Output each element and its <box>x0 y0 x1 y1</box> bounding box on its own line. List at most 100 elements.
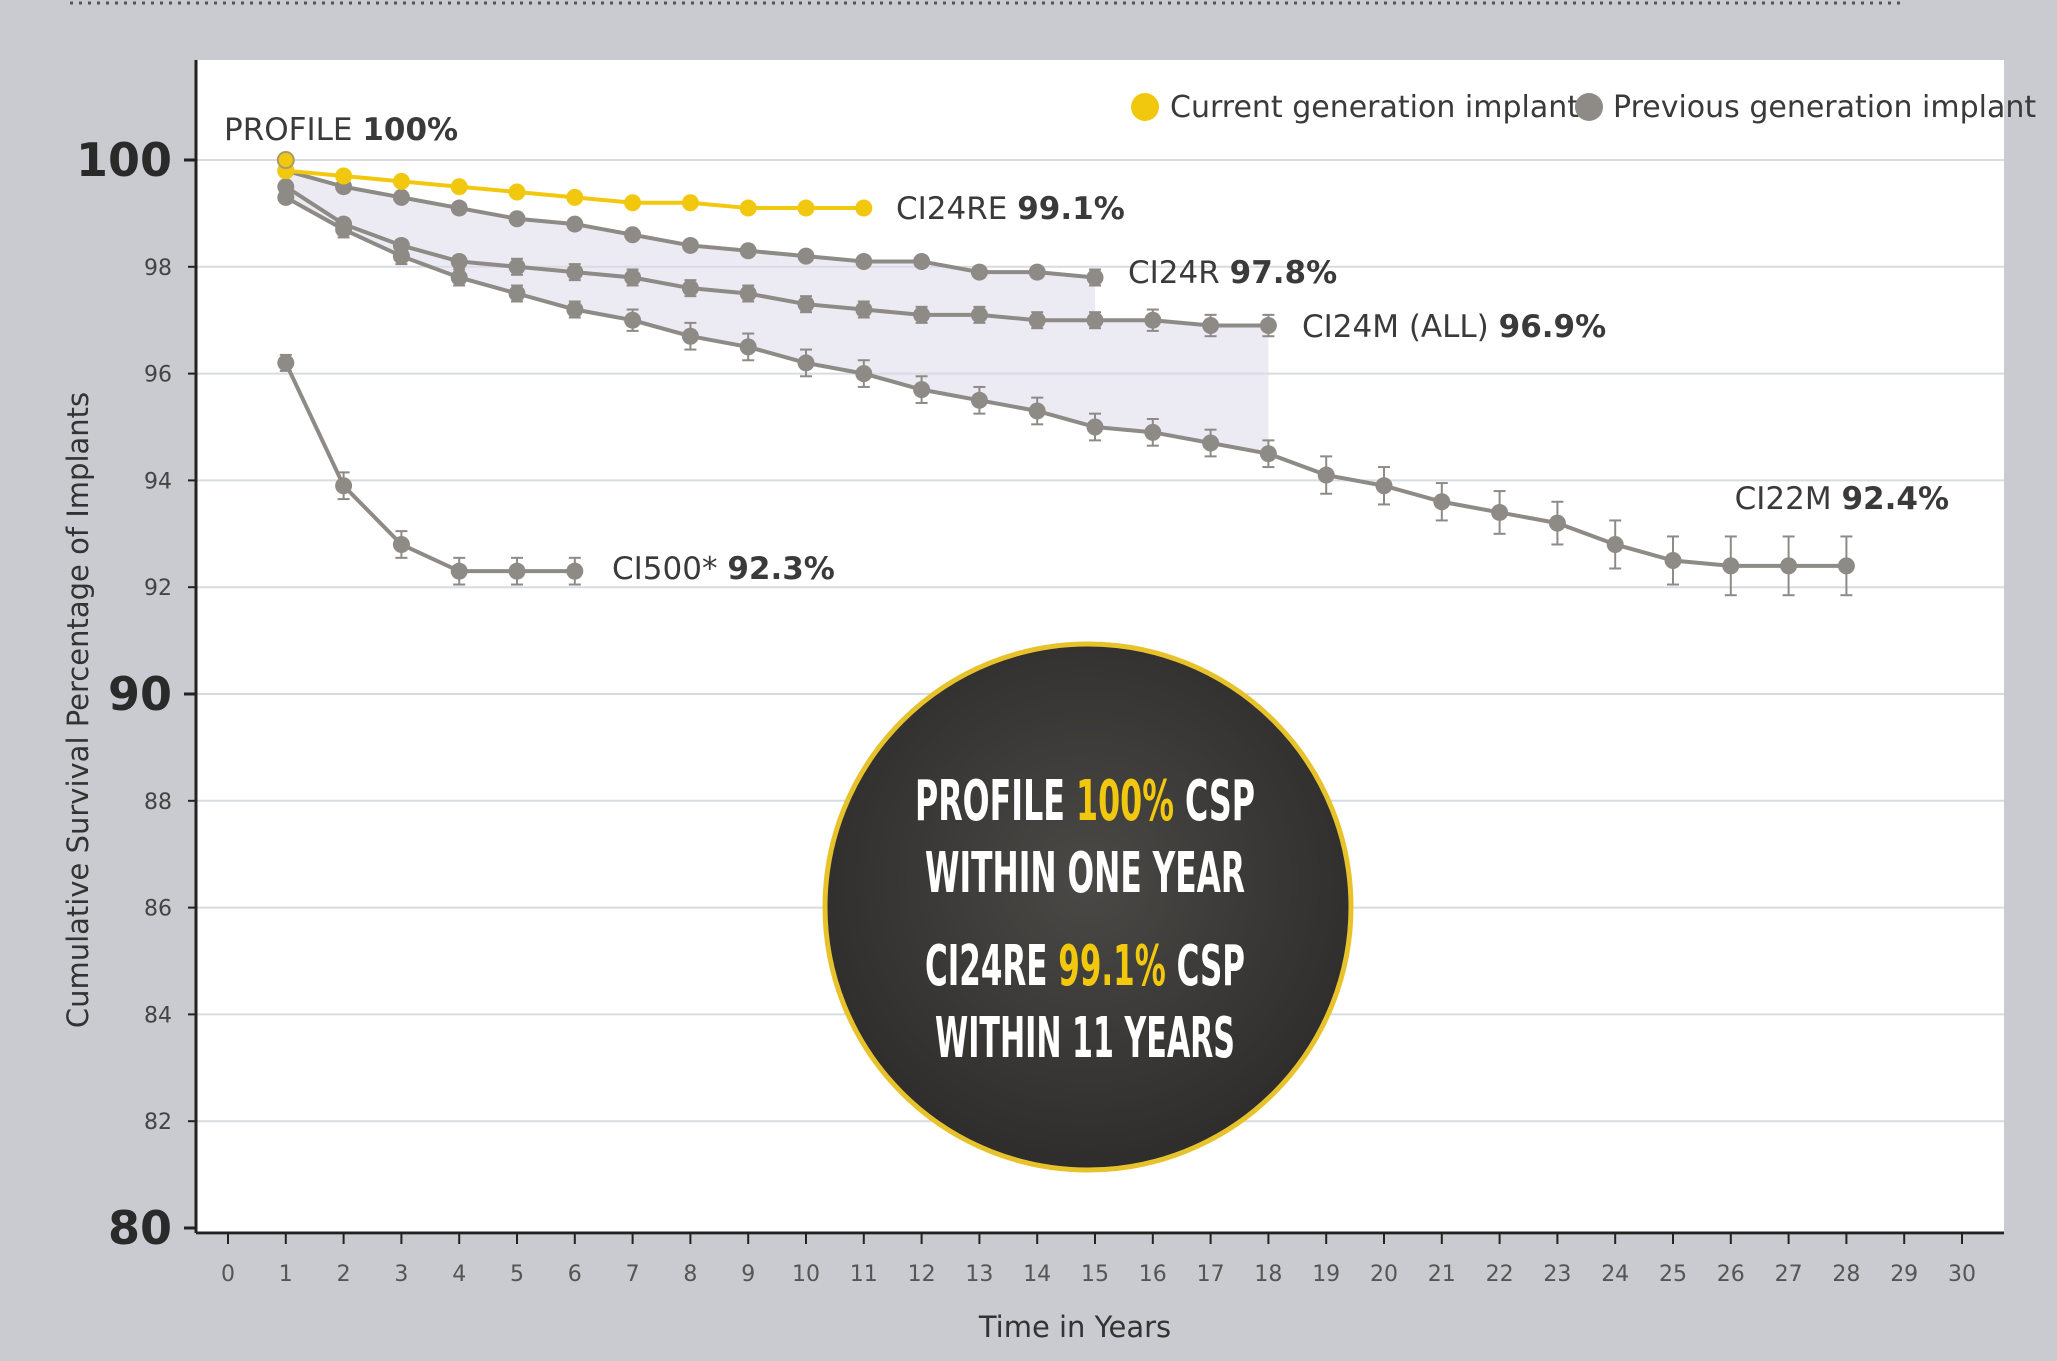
point-ci24re-9 <box>739 199 757 217</box>
x-tick-label-26: 26 <box>1717 1262 1745 1287</box>
point-ci22m-14 <box>1028 402 1046 420</box>
point-ci24re-6 <box>566 188 584 206</box>
point-ci24r-8 <box>681 236 699 254</box>
point-ci22m-10 <box>797 354 815 372</box>
x-tick-label-19: 19 <box>1312 1262 1340 1287</box>
point-ci24r-9 <box>739 242 757 260</box>
point-ci24mall-3 <box>392 236 410 254</box>
end-label-ci500: CI500* 92.3% <box>612 551 835 587</box>
point-ci24mall-5 <box>508 258 526 276</box>
point-ci24r-4 <box>450 199 468 217</box>
point-ci24r-15 <box>1086 268 1104 286</box>
point-ci22m-18 <box>1259 445 1277 463</box>
series-line-ci22m <box>284 195 1847 568</box>
point-ci24mall-17 <box>1202 317 1220 335</box>
point-ci22m-8 <box>681 327 699 345</box>
callout-line-2: WITHIN ONE YEAR <box>925 841 1245 906</box>
x-tick-label-14: 14 <box>1023 1262 1051 1287</box>
end-label-value-ci24re: 99.1% <box>1017 191 1125 227</box>
x-tick-label-11: 11 <box>850 1262 878 1287</box>
end-label-value-ci24r: 97.8% <box>1230 255 1338 291</box>
point-ci22m-9 <box>739 338 757 356</box>
y-tick-label-84: 84 <box>144 1003 172 1028</box>
point-ci24mall-13 <box>970 306 988 324</box>
point-ci24re-3 <box>392 172 410 190</box>
end-label-name-ci24r: CI24R <box>1128 255 1230 291</box>
point-ci24r-11 <box>855 252 873 270</box>
x-tick-label-16: 16 <box>1139 1262 1167 1287</box>
series-end-labels: CI22M 92.4%CI24M (ALL) 96.9%CI24R 97.8%C… <box>224 112 1949 587</box>
y-tick-label-86: 86 <box>144 897 172 922</box>
point-ci22m-24 <box>1606 535 1624 553</box>
point-ci22m-15 <box>1086 418 1104 436</box>
x-tick-label-24: 24 <box>1601 1262 1629 1287</box>
point-ci24mall-1 <box>277 178 295 196</box>
y-tick-label-92: 92 <box>144 576 172 601</box>
point-ci22m-23 <box>1548 514 1566 532</box>
x-tick-label-5: 5 <box>510 1262 524 1287</box>
x-tick-label-3: 3 <box>394 1262 408 1287</box>
point-ci500-5 <box>508 562 526 580</box>
y-tick-label-82: 82 <box>144 1110 172 1135</box>
point-ci24re-8 <box>681 194 699 212</box>
point-ci22m-21 <box>1433 493 1451 511</box>
x-tick-label-1: 1 <box>279 1262 293 1287</box>
point-ci22m-27 <box>1780 557 1798 575</box>
x-tick-label-22: 22 <box>1486 1262 1514 1287</box>
end-label-name-profile: PROFILE <box>224 112 362 148</box>
point-ci22m-4 <box>450 268 468 286</box>
end-label-profile: PROFILE 100% <box>224 112 458 148</box>
point-ci24r-13 <box>970 263 988 281</box>
y-tick-label-100: 100 <box>76 133 172 187</box>
end-label-name-ci500: CI500* <box>612 551 727 587</box>
series-profile <box>276 151 295 169</box>
point-ci24r-6 <box>566 215 584 233</box>
end-label-value-ci24mall: 96.9% <box>1499 309 1607 345</box>
end-label-value-ci500: 92.3% <box>727 551 835 587</box>
series-layer <box>276 151 1855 597</box>
end-label-ci24r: CI24R 97.8% <box>1128 255 1337 291</box>
y-tick-label-80: 80 <box>108 1201 172 1255</box>
point-ci24re-4 <box>450 178 468 196</box>
end-label-name-ci24re: CI24RE <box>896 191 1017 227</box>
end-label-value-profile: 100% <box>362 112 458 148</box>
x-tick-label-23: 23 <box>1543 1262 1571 1287</box>
end-label-ci22m: CI22M 92.4% <box>1735 481 1949 517</box>
callout-line-4: WITHIN 11 YEARS <box>935 1006 1235 1071</box>
point-ci500-3 <box>392 535 410 553</box>
legend-current-label: Current generation implant <box>1170 90 1579 125</box>
point-ci22m-28 <box>1837 557 1855 575</box>
point-ci22m-6 <box>566 301 584 319</box>
point-ci24mall-11 <box>855 301 873 319</box>
legend-previous-marker <box>1575 93 1603 121</box>
point-ci22m-25 <box>1664 552 1682 569</box>
point-ci24mall-2 <box>335 215 353 233</box>
series-ci22m <box>277 188 1855 597</box>
y-tick-label-88: 88 <box>144 790 172 815</box>
point-ci24mall-15 <box>1086 311 1104 329</box>
point-ci24mall-9 <box>739 285 757 302</box>
x-tick-label-9: 9 <box>741 1262 755 1287</box>
y-tick-label-98: 98 <box>144 256 172 281</box>
point-ci24r-10 <box>797 247 815 265</box>
x-tick-label-29: 29 <box>1890 1262 1918 1287</box>
x-tick-label-17: 17 <box>1197 1262 1225 1287</box>
point-ci24r-12 <box>913 252 931 270</box>
point-ci24r-5 <box>508 210 526 228</box>
x-tick-label-2: 2 <box>337 1262 351 1287</box>
point-ci24re-2 <box>335 167 353 185</box>
y-tick-label-94: 94 <box>144 469 172 494</box>
end-label-name-ci22m: CI22M <box>1735 481 1842 517</box>
x-tick-label-18: 18 <box>1254 1262 1282 1287</box>
point-ci500-1 <box>277 354 295 372</box>
legend-current-marker <box>1131 93 1159 121</box>
band-CI24MALL-CI22M <box>285 186 1269 454</box>
series-ci500 <box>277 353 584 586</box>
point-ci24mall-6 <box>566 263 584 281</box>
x-tick-label-27: 27 <box>1775 1262 1803 1287</box>
x-tick-label-13: 13 <box>965 1262 993 1287</box>
y-ticks: 100 90 80 98 96 94 92 88 86 84 82 <box>76 133 196 1255</box>
point-ci22m-7 <box>624 311 642 329</box>
point-ci24mall-7 <box>624 268 642 286</box>
